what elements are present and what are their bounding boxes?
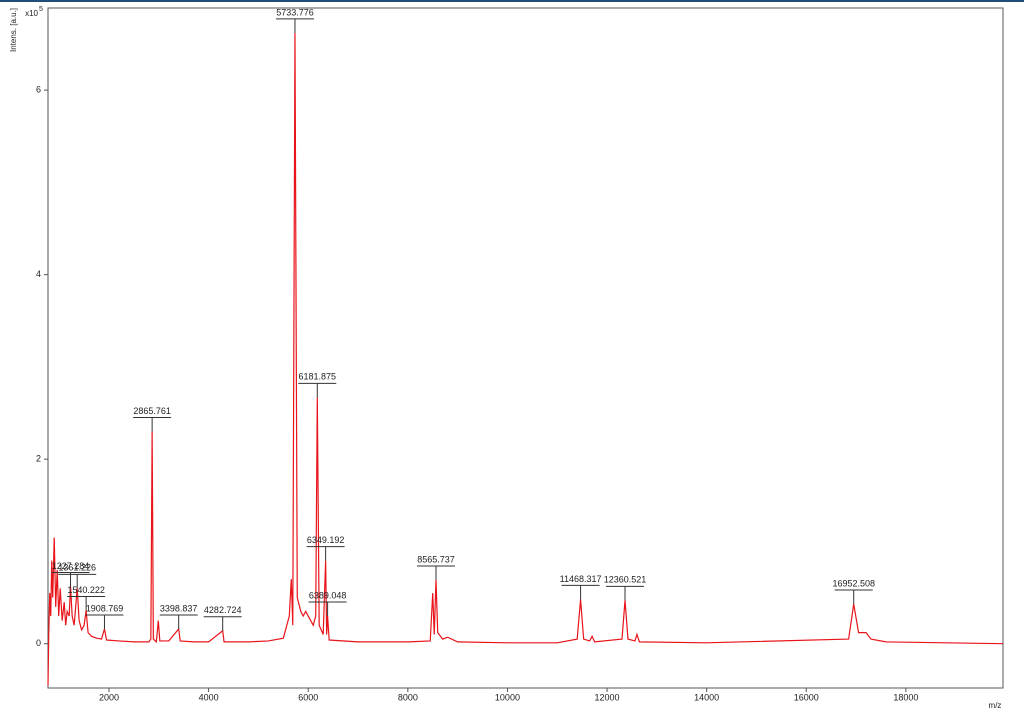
peak-label: 1540.222 <box>67 585 105 595</box>
x-tick-label: 4000 <box>199 692 219 702</box>
peak-label: 5733.776 <box>276 7 314 17</box>
peak-label: 8565.737 <box>417 554 455 564</box>
y-tick-label: 6 <box>36 84 41 94</box>
peak-label: 1908.769 <box>86 603 124 613</box>
peak-label: 1361.226 <box>58 563 96 573</box>
x-tick-label: 12000 <box>595 692 620 702</box>
peak-label: 11468.317 <box>560 574 602 584</box>
peak-label: 3398.837 <box>160 603 198 613</box>
x-tick-label: 16000 <box>794 692 819 702</box>
peak-label: 1227.284 <box>52 561 90 571</box>
y-scale-label: x10 <box>25 9 38 18</box>
x-tick-label: 2000 <box>99 692 119 702</box>
y-tick-label: 4 <box>36 269 41 279</box>
x-axis-label: m/z <box>989 701 1002 710</box>
y-tick-label: 0 <box>36 638 41 648</box>
peak-label: 12360.521 <box>604 575 647 585</box>
peak-label: 4282.724 <box>204 605 242 615</box>
peak-label: 16952.508 <box>832 578 875 588</box>
x-tick-label: 8000 <box>398 692 418 702</box>
peak-label: 6389.048 <box>309 590 347 600</box>
peak-label: 6349.192 <box>307 535 345 545</box>
y-tick-label: 2 <box>36 454 41 464</box>
y-scale-exponent: 5 <box>39 6 43 13</box>
x-tick-label: 18000 <box>893 692 918 702</box>
x-tick-label: 10000 <box>495 692 520 702</box>
x-tick-label: 6000 <box>298 692 318 702</box>
plot-frame <box>47 7 1004 689</box>
y-axis-label: Intens. [a.u.] <box>9 8 18 52</box>
peak-label: 2865.761 <box>133 406 171 416</box>
peak-label: 6181.875 <box>299 372 337 382</box>
x-tick-label: 14000 <box>694 692 719 702</box>
